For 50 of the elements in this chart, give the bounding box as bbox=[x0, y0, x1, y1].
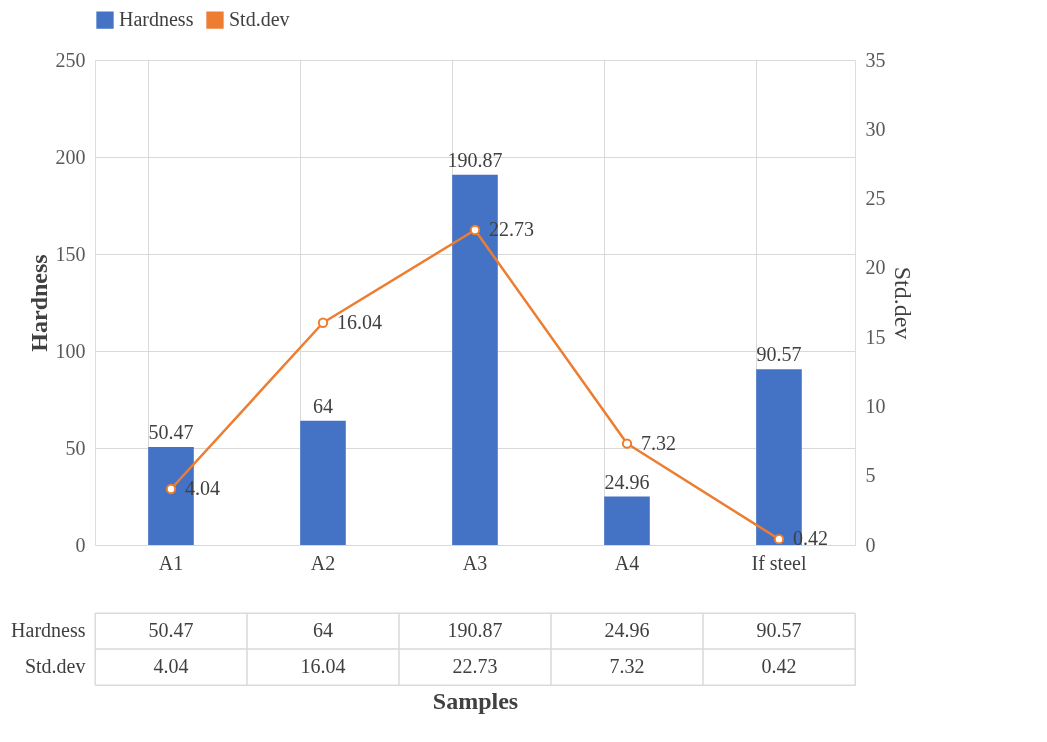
y2-tick-label: 30 bbox=[865, 117, 886, 140]
data-label: 16.04 bbox=[300, 655, 346, 677]
y2-tick-label: 10 bbox=[865, 394, 886, 417]
x-axis-title: Samples bbox=[432, 687, 519, 714]
annotation: 190.87 bbox=[447, 148, 503, 171]
data-label: 0.42 bbox=[761, 655, 797, 677]
data-label: 64 bbox=[313, 619, 333, 641]
y2-tick-label: 25 bbox=[865, 187, 886, 210]
y2-tick-label: 20 bbox=[865, 256, 886, 279]
y-axis-title: Hardness bbox=[25, 254, 52, 352]
y-tick-label: 150 bbox=[55, 242, 86, 265]
point bbox=[469, 224, 481, 236]
annotation: 64 bbox=[313, 394, 333, 417]
annotation: 7.32 bbox=[641, 431, 676, 454]
point bbox=[773, 534, 785, 545]
annotation: 24.96 bbox=[604, 470, 650, 493]
x-tick-label: A1 bbox=[158, 551, 184, 574]
data-label: 7.32 bbox=[609, 655, 645, 677]
data-label: 190.87 bbox=[447, 619, 503, 641]
data-label: 22.73 bbox=[452, 655, 498, 677]
y-tick-label: 250 bbox=[55, 48, 86, 71]
y-tick-label: 0 bbox=[75, 533, 86, 556]
legend-label: Std.dev bbox=[229, 8, 290, 31]
point bbox=[621, 438, 633, 449]
y2-tick-label: 5 bbox=[865, 464, 876, 487]
y2-tick-label: 15 bbox=[865, 325, 886, 348]
x-tick-label: A2 bbox=[310, 551, 336, 574]
point bbox=[317, 317, 329, 328]
point bbox=[165, 483, 177, 495]
y-tick-label: 200 bbox=[55, 145, 86, 168]
data-label: 4.04 bbox=[153, 655, 189, 677]
x-tick-label: If steel bbox=[751, 551, 807, 574]
bar bbox=[300, 420, 346, 545]
x-tick-label: A4 bbox=[614, 551, 640, 574]
y2-tick-label: 35 bbox=[865, 48, 886, 71]
annotation: 50.47 bbox=[148, 421, 194, 444]
data-label: 50.47 bbox=[148, 619, 194, 641]
x-tick-label: A3 bbox=[462, 551, 488, 574]
y-tick-label: 100 bbox=[55, 339, 86, 362]
data-label: 24.96 bbox=[604, 619, 650, 641]
text: Hardness bbox=[11, 619, 86, 641]
y2-axis-title: Std.dev bbox=[889, 266, 916, 340]
y2-tick-label: 0 bbox=[865, 533, 876, 556]
text: Std.dev bbox=[24, 655, 86, 677]
data-label: 90.57 bbox=[756, 619, 802, 641]
annotation: 90.57 bbox=[756, 343, 802, 366]
bar bbox=[604, 496, 650, 545]
y-tick-label: 50 bbox=[65, 436, 86, 459]
legend-label: Hardness bbox=[119, 8, 194, 31]
annotation: 16.04 bbox=[337, 310, 382, 333]
